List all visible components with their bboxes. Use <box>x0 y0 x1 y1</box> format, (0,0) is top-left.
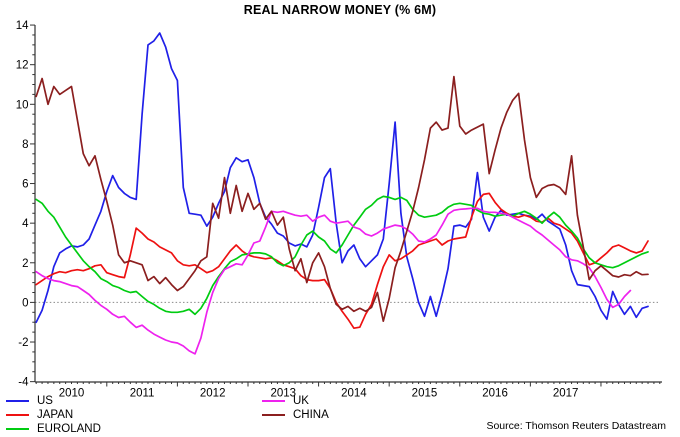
legend-column-right: UK CHINA <box>262 394 329 422</box>
y-tick-label: 14 <box>16 20 29 32</box>
y-tick-label: 8 <box>22 139 28 151</box>
legend-label-japan: JAPAN <box>37 409 74 421</box>
legend-swatch-japan <box>6 414 29 416</box>
x-year-label: 2016 <box>482 388 508 400</box>
chart-title: REAL NARROW MONEY (% 6M) <box>243 3 437 17</box>
y-tick-label: 12 <box>16 60 29 72</box>
legend-swatch-us <box>6 400 29 402</box>
x-year-label: 2015 <box>412 388 438 400</box>
legend-label-china: CHINA <box>293 409 329 421</box>
legend-item-euroland: EUROLAND <box>6 422 101 436</box>
y-tick-label: 6 <box>22 179 28 191</box>
source-note: Source: Thomson Reuters Datastream <box>486 420 666 432</box>
series-line-us <box>35 32 649 324</box>
legend-column-left: US JAPAN EUROLAND <box>6 394 101 436</box>
legend-swatch-china <box>262 414 285 416</box>
x-year-label: 2011 <box>130 388 155 400</box>
legend-label-uk: UK <box>293 395 309 407</box>
x-year-label: 2013 <box>270 388 296 400</box>
y-tick-label: 4 <box>22 218 29 230</box>
y-tick-label: -2 <box>18 337 28 349</box>
x-year-label: 2017 <box>553 388 579 400</box>
x-year-label: 2014 <box>341 388 367 400</box>
y-tick-label: 2 <box>22 258 28 270</box>
y-tick-label: 10 <box>16 99 29 111</box>
x-year-label: 2010 <box>59 388 85 400</box>
legend-item-uk: UK <box>262 394 329 408</box>
x-year-label: 2012 <box>200 388 226 400</box>
series-line-uk <box>35 207 632 355</box>
legend-label-euroland: EUROLAND <box>37 423 101 435</box>
legend-swatch-euroland <box>6 428 29 430</box>
legend-item-us: US <box>6 394 101 408</box>
legend-item-china: CHINA <box>262 408 329 422</box>
y-tick-label: 0 <box>22 297 28 309</box>
legend-label-us: US <box>37 395 53 407</box>
legend-swatch-uk <box>262 400 285 402</box>
series-line-euroland <box>35 195 649 316</box>
y-tick-label: -4 <box>18 377 29 389</box>
legend-item-japan: JAPAN <box>6 408 101 422</box>
series-line-china <box>35 75 649 323</box>
